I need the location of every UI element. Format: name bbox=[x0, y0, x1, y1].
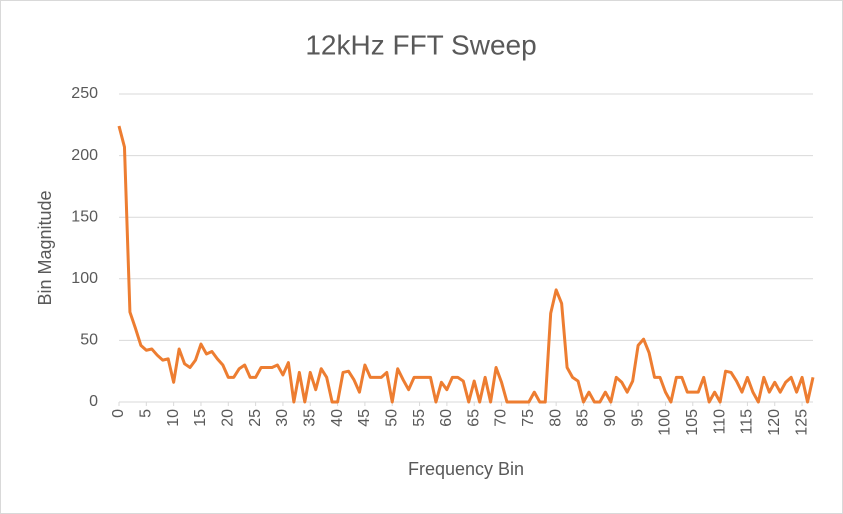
x-tick-label: 55 bbox=[411, 409, 428, 427]
y-tick-label: 100 bbox=[71, 270, 98, 287]
y-tick-label: 250 bbox=[71, 85, 98, 102]
y-tick-label: 0 bbox=[89, 393, 98, 410]
x-tick-label: 65 bbox=[465, 409, 482, 427]
x-tick-label: 35 bbox=[301, 409, 318, 427]
chart-title: 12kHz FFT Sweep bbox=[305, 29, 536, 60]
x-tick-label: 30 bbox=[274, 409, 291, 427]
x-tick-label: 20 bbox=[220, 409, 237, 427]
x-tick-label: 85 bbox=[575, 409, 592, 427]
x-tick-label: 40 bbox=[329, 409, 346, 427]
y-axis-label: Bin Magnitude bbox=[35, 190, 55, 305]
x-tick-label: 25 bbox=[247, 409, 264, 427]
x-tick-label: 60 bbox=[438, 409, 455, 427]
y-tick-label: 50 bbox=[80, 332, 98, 349]
x-tick-label: 95 bbox=[629, 409, 646, 427]
x-tick-label: 115 bbox=[739, 409, 756, 435]
x-tick-label: 45 bbox=[356, 409, 373, 427]
y-tick-label: 200 bbox=[71, 147, 98, 164]
x-tick-label: 50 bbox=[383, 409, 400, 427]
x-tick-label: 105 bbox=[684, 409, 701, 436]
x-tick-label: 70 bbox=[493, 409, 510, 427]
x-tick-label: 110 bbox=[711, 409, 728, 435]
data-line bbox=[117, 125, 815, 404]
x-tick-label: 5 bbox=[138, 409, 155, 418]
x-tick-label: 100 bbox=[657, 409, 674, 436]
x-tick-label: 0 bbox=[110, 409, 127, 418]
x-tick-label: 80 bbox=[547, 409, 564, 427]
x-axis-label: Frequency Bin bbox=[408, 459, 524, 479]
x-tick-label: 120 bbox=[766, 409, 783, 436]
x-tick-label: 75 bbox=[520, 409, 537, 427]
x-tick-label: 125 bbox=[793, 409, 810, 436]
x-tick-label: 90 bbox=[602, 409, 619, 427]
x-tick-label: 10 bbox=[165, 409, 182, 427]
x-tick-label: 15 bbox=[192, 409, 209, 427]
y-tick-label: 150 bbox=[71, 208, 98, 225]
